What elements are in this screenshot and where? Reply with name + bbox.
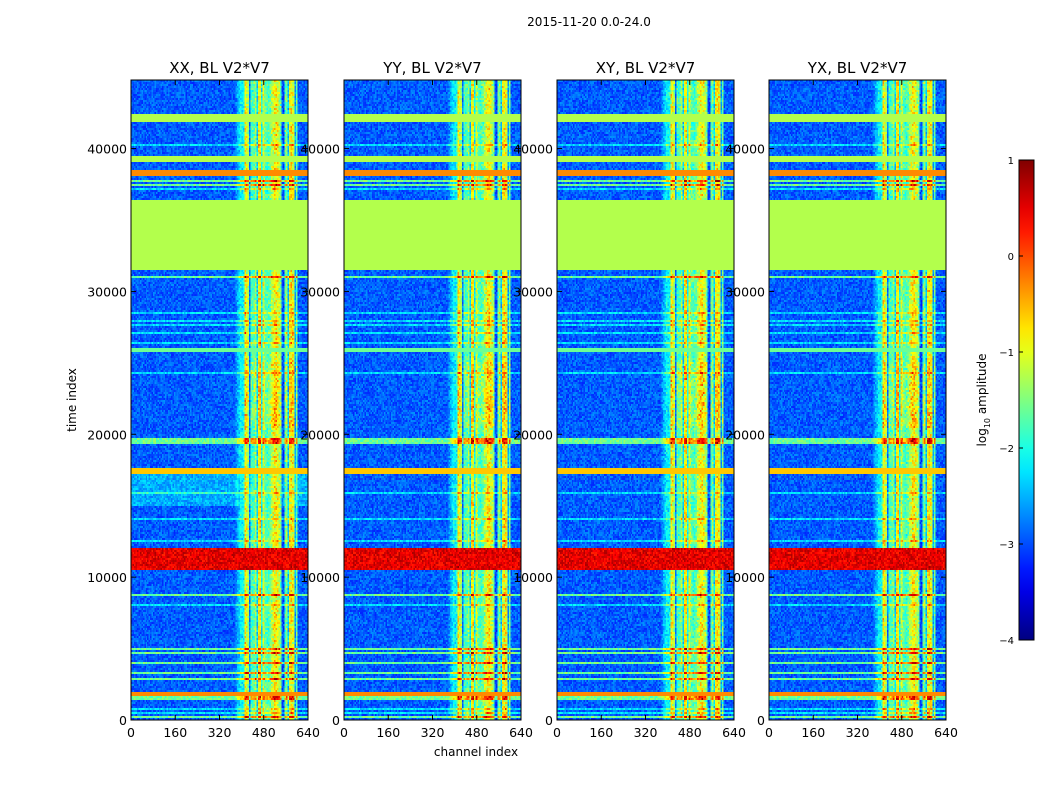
panel-yx: YX, BL V2*V7 0 160 320 480 640 0 10000 20000 3000…: [725, 59, 958, 740]
colorbar-label-suffix: amplitude: [975, 354, 989, 418]
colorbar-label-log: log: [975, 428, 989, 446]
x-tick-label: 480: [890, 725, 914, 740]
figure-suptitle: 2015-11-20 0.0-24.0: [527, 15, 651, 29]
y-tick-label: 10000: [300, 570, 340, 585]
x-tick-label: 160: [589, 725, 613, 740]
colorbar-tick-label: 0: [1008, 252, 1014, 263]
x-tick-label: 640: [722, 725, 746, 740]
x-tick-label: 160: [163, 725, 187, 740]
x-tick-label: 320: [846, 725, 870, 740]
heatmap-yx: [769, 80, 946, 720]
y-tick-label: 40000: [513, 142, 553, 157]
panel-xy: XY, BL V2*V7 0 160 320 480 640 0 10000 20000 3000…: [513, 59, 746, 740]
y-tick-label: 10000: [725, 570, 765, 585]
panel-title: YY, BL V2*V7: [382, 59, 481, 77]
colorbar-tick-label: −3: [999, 540, 1014, 551]
y-axis-label: time index: [65, 368, 79, 432]
x-tick-label: 320: [208, 725, 232, 740]
y-tick-label: 20000: [725, 427, 765, 442]
colorbar-scale: [1018, 159, 1035, 641]
x-tick-label: 160: [376, 725, 400, 740]
panel-title: XY, BL V2*V7: [596, 59, 696, 77]
panels-group: XX, BL V2*V7 0 160 320 480 640 0 10000 20000 3000…: [87, 59, 958, 740]
y-tick-label: 30000: [725, 284, 765, 299]
y-tick-label: 30000: [300, 284, 340, 299]
x-tick-label: 0: [553, 725, 561, 740]
panel-yy: YY, BL V2*V7 0 160 320 480 640 0 10000 20000 3000…: [300, 59, 533, 740]
panel-title: YX, BL V2*V7: [807, 59, 908, 77]
x-tick-label: 320: [421, 725, 445, 740]
panel-title: XX, BL V2*V7: [169, 59, 270, 77]
colorbar-tick-label: 1: [1008, 156, 1014, 167]
colorbar-label-sub: 10: [983, 418, 992, 428]
y-tick-label: 20000: [87, 427, 127, 442]
x-tick-label: 480: [465, 725, 489, 740]
x-tick-label: 320: [634, 725, 658, 740]
y-tick-label: 10000: [513, 570, 553, 585]
y-tick-label: 0: [332, 713, 340, 728]
y-tick-label: 0: [119, 713, 127, 728]
x-axis-label: channel index: [434, 745, 518, 759]
y-tick-label: 20000: [300, 427, 340, 442]
y-tick-label: 30000: [87, 284, 127, 299]
x-tick-label: 640: [934, 725, 958, 740]
x-tick-label: 480: [678, 725, 702, 740]
y-tick-label: 30000: [513, 284, 553, 299]
x-tick-label: 160: [801, 725, 825, 740]
panel-xx: XX, BL V2*V7 0 160 320 480 640 0 10000 20000 3000…: [87, 59, 320, 740]
x-tick-label: 640: [296, 725, 320, 740]
colorbar-tick-label: −1: [999, 348, 1014, 359]
x-tick-label: 0: [340, 725, 348, 740]
heatmap-xy: [557, 80, 734, 720]
x-tick-label: 0: [765, 725, 773, 740]
y-tick-label: 40000: [87, 142, 127, 157]
x-tick-label: 0: [127, 725, 135, 740]
colorbar-label: log10 amplitude: [975, 354, 992, 447]
heatmap-xx: [131, 80, 308, 720]
y-tick-label: 20000: [513, 427, 553, 442]
colorbar-tick-label: −4: [999, 636, 1014, 647]
x-tick-label: 480: [252, 725, 276, 740]
colorbar-tick-label: −2: [999, 444, 1014, 455]
y-tick-label: 0: [757, 713, 765, 728]
y-tick-label: 40000: [725, 142, 765, 157]
y-tick-label: 0: [545, 713, 553, 728]
heatmap-yy: [344, 80, 521, 720]
y-tick-label: 10000: [87, 570, 127, 585]
y-tick-label: 40000: [300, 142, 340, 157]
x-tick-label: 640: [509, 725, 533, 740]
